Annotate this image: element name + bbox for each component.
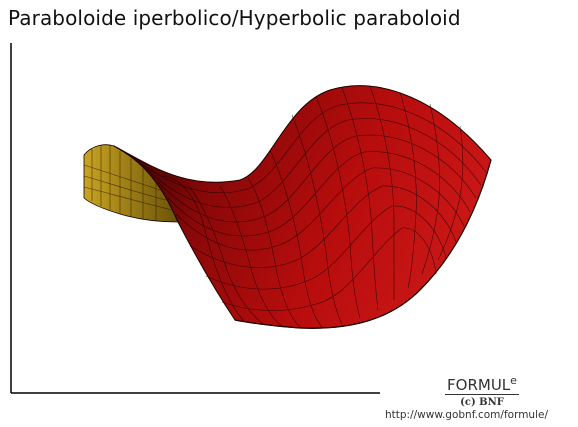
surface-outline [234, 159, 492, 329]
logo-superscript: e [510, 374, 517, 387]
page-title: Paraboloide iperbolico/Hyperbolic parabo… [8, 6, 461, 30]
surface-front-mesh [129, 85, 487, 329]
surface-front-side [113, 85, 492, 329]
logo-wordmark: FORMULe [445, 372, 519, 395]
source-url[interactable]: http://www.gobnf.com/formule/ [385, 409, 548, 421]
formule-logo: FORMULe (c) BNF [434, 372, 530, 408]
surface-back-mesh [83, 146, 173, 221]
logo-main-text: FORMUL [447, 376, 511, 394]
logo-copyright: (c) BNF [460, 397, 504, 408]
